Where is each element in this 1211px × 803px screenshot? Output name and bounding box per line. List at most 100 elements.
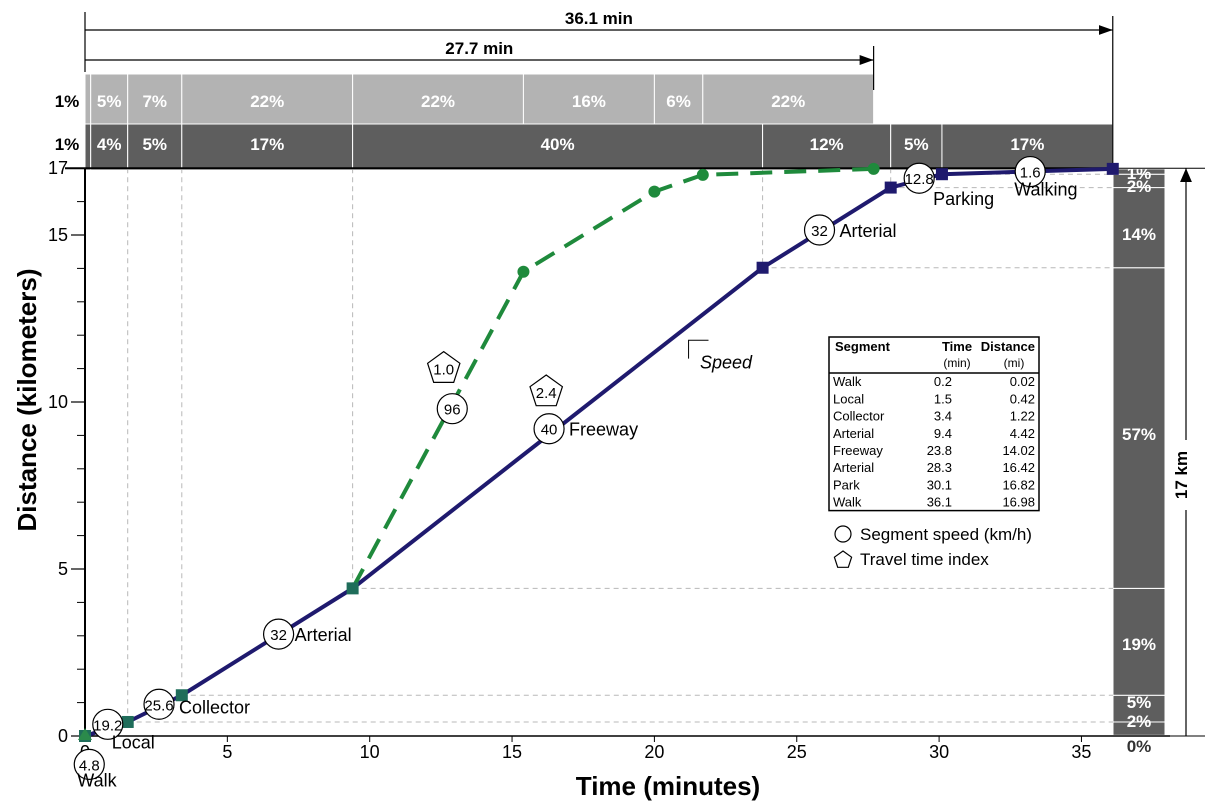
legend-pentagon-icon bbox=[833, 550, 853, 568]
dashed-series-point bbox=[648, 185, 661, 198]
x-tick-label: 15 bbox=[502, 742, 522, 762]
speed-value: 32 bbox=[811, 223, 828, 240]
speed-value: 19.2 bbox=[93, 717, 122, 734]
legend-label: Travel time index bbox=[860, 550, 989, 569]
light-band-segment bbox=[90, 73, 129, 125]
x-tick-label: 5 bbox=[222, 742, 232, 762]
dark-band-label: 17% bbox=[250, 135, 284, 154]
light-band-segment bbox=[522, 73, 655, 125]
segment-name-label: Arterial bbox=[295, 625, 352, 645]
distance-arrow-label: 17 km bbox=[1172, 451, 1191, 499]
speed-value: 4.8 bbox=[79, 757, 100, 774]
table-cell: 1.5 bbox=[934, 391, 952, 406]
speed-slope-marker bbox=[688, 339, 709, 359]
light-band-segment bbox=[84, 73, 92, 125]
table-header: Time bbox=[942, 339, 972, 354]
dark-band-label: 17% bbox=[1010, 135, 1044, 154]
solid-series-point bbox=[346, 582, 359, 595]
segment-name-label: Arterial bbox=[840, 221, 897, 241]
table-cell: Walk bbox=[833, 495, 862, 510]
y-tick-label: 17 bbox=[48, 158, 68, 178]
table-cell: 14.02 bbox=[1002, 443, 1035, 458]
dashed-series-point bbox=[517, 265, 530, 278]
solid-series-point bbox=[935, 168, 948, 181]
right-band-label: 14% bbox=[1122, 225, 1156, 244]
dark-band-label: 1% bbox=[55, 135, 80, 154]
x-tick-label: 30 bbox=[929, 742, 949, 762]
right-band-segment bbox=[1112, 267, 1166, 589]
segment-name-label: Walk bbox=[77, 770, 117, 790]
solid-series-point bbox=[175, 689, 188, 702]
tti-pentagon bbox=[426, 350, 461, 383]
speed-circle bbox=[533, 413, 565, 445]
speed-annotation: Speed bbox=[700, 353, 753, 373]
table-cell: Walk bbox=[833, 374, 862, 389]
solid-series-point bbox=[1106, 162, 1119, 175]
table-cell: 16.98 bbox=[1002, 495, 1035, 510]
x-tick-label: 25 bbox=[787, 742, 807, 762]
x-tick-label: 10 bbox=[360, 742, 380, 762]
legend-label: Segment speed (km/h) bbox=[860, 525, 1032, 544]
table-cell: Arterial bbox=[833, 426, 874, 441]
dark-band-label: 12% bbox=[810, 135, 844, 154]
speed-value: 96 bbox=[444, 402, 461, 419]
table-cell: Arterial bbox=[833, 460, 874, 475]
origin-marker bbox=[78, 728, 92, 740]
dark-band-segment bbox=[90, 123, 129, 171]
right-band-segment bbox=[1112, 187, 1166, 269]
segment-name-label: Collector bbox=[179, 697, 250, 717]
dark-band-segment bbox=[181, 123, 354, 171]
legend-circle-icon bbox=[834, 525, 852, 543]
light-band-label: 1% bbox=[55, 92, 80, 111]
table-cell: 16.82 bbox=[1002, 477, 1035, 492]
dashed-series-point bbox=[867, 162, 880, 175]
light-band-label: 16% bbox=[572, 92, 606, 111]
table-cell: 36.1 bbox=[927, 495, 952, 510]
x-axis-title: Time (minutes) bbox=[576, 771, 760, 801]
table-cell: Local bbox=[833, 391, 864, 406]
x-tick-label: 20 bbox=[644, 742, 664, 762]
right-band-label: 19% bbox=[1122, 635, 1156, 654]
table-cell: Park bbox=[833, 477, 860, 492]
table-cell: 30.1 bbox=[927, 477, 952, 492]
tti-pentagon bbox=[529, 374, 564, 407]
dashed-series-point bbox=[696, 168, 709, 181]
table-cell: 4.42 bbox=[1010, 426, 1035, 441]
table-cell: 28.3 bbox=[927, 460, 952, 475]
dark-band-label: 4% bbox=[97, 135, 122, 154]
right-band-label: 2% bbox=[1127, 177, 1152, 196]
table-cell: 0.2 bbox=[934, 374, 952, 389]
speed-circle bbox=[903, 162, 935, 194]
speed-circle bbox=[73, 748, 105, 780]
speed-value: 1.6 bbox=[1020, 165, 1041, 182]
dark-band-segment bbox=[762, 123, 892, 171]
light-band-label: 5% bbox=[97, 92, 122, 111]
light-band-label: 7% bbox=[142, 92, 167, 111]
table-cell: 0.02 bbox=[1010, 374, 1035, 389]
right-band-label: 2% bbox=[1127, 712, 1152, 731]
speed-circle bbox=[143, 688, 175, 720]
segment-name-label: Freeway bbox=[569, 420, 638, 440]
light-band-label: 22% bbox=[250, 92, 284, 111]
segment-name-label: Local bbox=[112, 732, 155, 752]
light-band-segment bbox=[181, 73, 354, 125]
time-arrow-label: 27.7 min bbox=[445, 39, 513, 58]
light-band-segment bbox=[127, 73, 183, 125]
dark-band-label: 5% bbox=[142, 135, 167, 154]
y-axis-title: Distance (kilometers) bbox=[12, 269, 42, 532]
segment-name-label: Walking bbox=[1014, 180, 1077, 200]
table-cell: 3.4 bbox=[934, 409, 952, 424]
light-band-label: 6% bbox=[666, 92, 691, 111]
y-tick-label: 5 bbox=[58, 559, 68, 579]
dark-band-segment bbox=[127, 123, 183, 171]
table-cell: 9.4 bbox=[934, 426, 952, 441]
right-band-label: 57% bbox=[1122, 425, 1156, 444]
table-cell: 1.22 bbox=[1010, 409, 1035, 424]
light-band-segment bbox=[653, 73, 704, 125]
right-band-label: 5% bbox=[1127, 693, 1152, 712]
solid-series-point bbox=[884, 181, 897, 194]
table-header: Segment bbox=[835, 339, 891, 354]
table-cell: 0.42 bbox=[1010, 391, 1035, 406]
y-tick-label: 10 bbox=[48, 392, 68, 412]
